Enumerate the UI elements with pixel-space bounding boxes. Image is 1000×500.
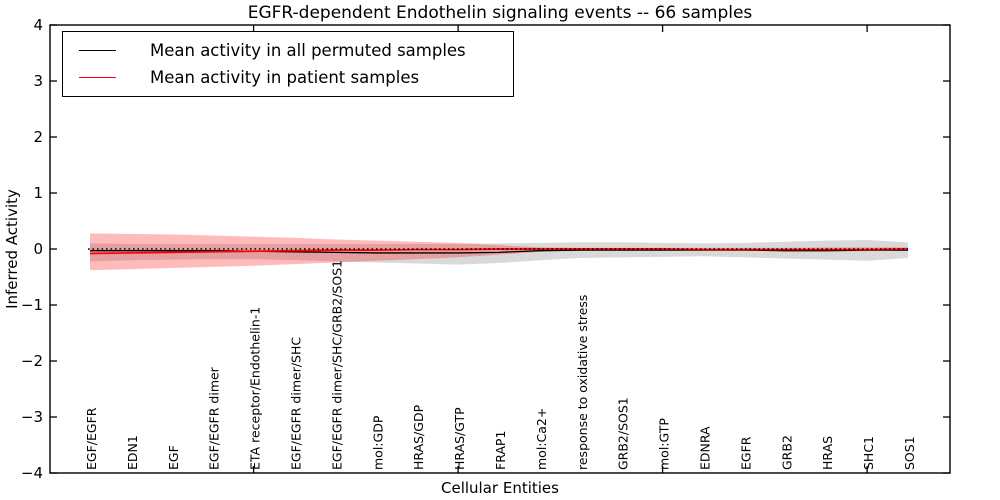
- legend-item-permuted: Mean activity in all permuted samples: [63, 41, 513, 60]
- x-category-label: mol:GDP: [370, 415, 385, 470]
- x-axis-label: Cellular Entities: [441, 479, 559, 497]
- y-tick-label: 0: [33, 240, 43, 258]
- y-axis-label: Inferred Activity: [3, 189, 21, 309]
- chart-title: EGFR-dependent Endothelin signaling even…: [247, 3, 753, 23]
- x-category-label: GRB2: [779, 435, 794, 470]
- x-category-label: mol:GTP: [657, 418, 672, 470]
- x-category-label: EGFR: [738, 436, 753, 470]
- x-category-label: FRAP1: [493, 431, 508, 470]
- x-category-label: EDN1: [125, 435, 140, 470]
- x-category-label: response to oxidative stress: [575, 295, 590, 470]
- x-category-label: EGF/EGFR dimer/SHC: [289, 337, 304, 470]
- x-category-label: EGF: [166, 445, 181, 470]
- x-category-label: EDNRA: [698, 426, 713, 470]
- y-tick-label: 4: [33, 16, 43, 34]
- x-category-label: SOS1: [902, 436, 917, 470]
- x-category-label: SHC1: [861, 436, 876, 470]
- x-category-label: EGF/EGFR: [84, 407, 99, 470]
- x-category-label: GRB2/SOS1: [616, 397, 631, 470]
- x-category-label: HRAS/GDP: [411, 404, 426, 470]
- legend-item-patient: Mean activity in patient samples: [63, 68, 513, 87]
- y-tick-label: 3: [33, 72, 43, 90]
- x-category-label: EGF/EGFR dimer/SHC/GRB2/SOS1: [329, 260, 344, 470]
- y-tick-label: −3: [21, 408, 43, 426]
- legend-label-patient: Mean activity in patient samples: [150, 68, 420, 88]
- x-category-label: EGF/EGFR dimer: [207, 366, 222, 470]
- x-category-label: HRAS/GTP: [452, 407, 467, 470]
- x-category-label: ETA receptor/Endothelin-1: [248, 307, 263, 470]
- permuted-line-swatch: [79, 49, 116, 51]
- legend: Mean activity in all permuted samples Me…: [62, 31, 514, 97]
- patient-line-swatch: [79, 77, 116, 79]
- x-category-label: mol:Ca2+: [534, 408, 549, 470]
- y-tick-label: −4: [21, 464, 43, 482]
- y-tick-label: −1: [21, 296, 43, 314]
- legend-label-permuted: Mean activity in all permuted samples: [150, 40, 466, 60]
- y-tick-label: −2: [21, 352, 43, 370]
- x-category-label: HRAS: [820, 436, 835, 470]
- y-tick-label: 1: [33, 184, 43, 202]
- y-tick-label: 2: [33, 128, 43, 146]
